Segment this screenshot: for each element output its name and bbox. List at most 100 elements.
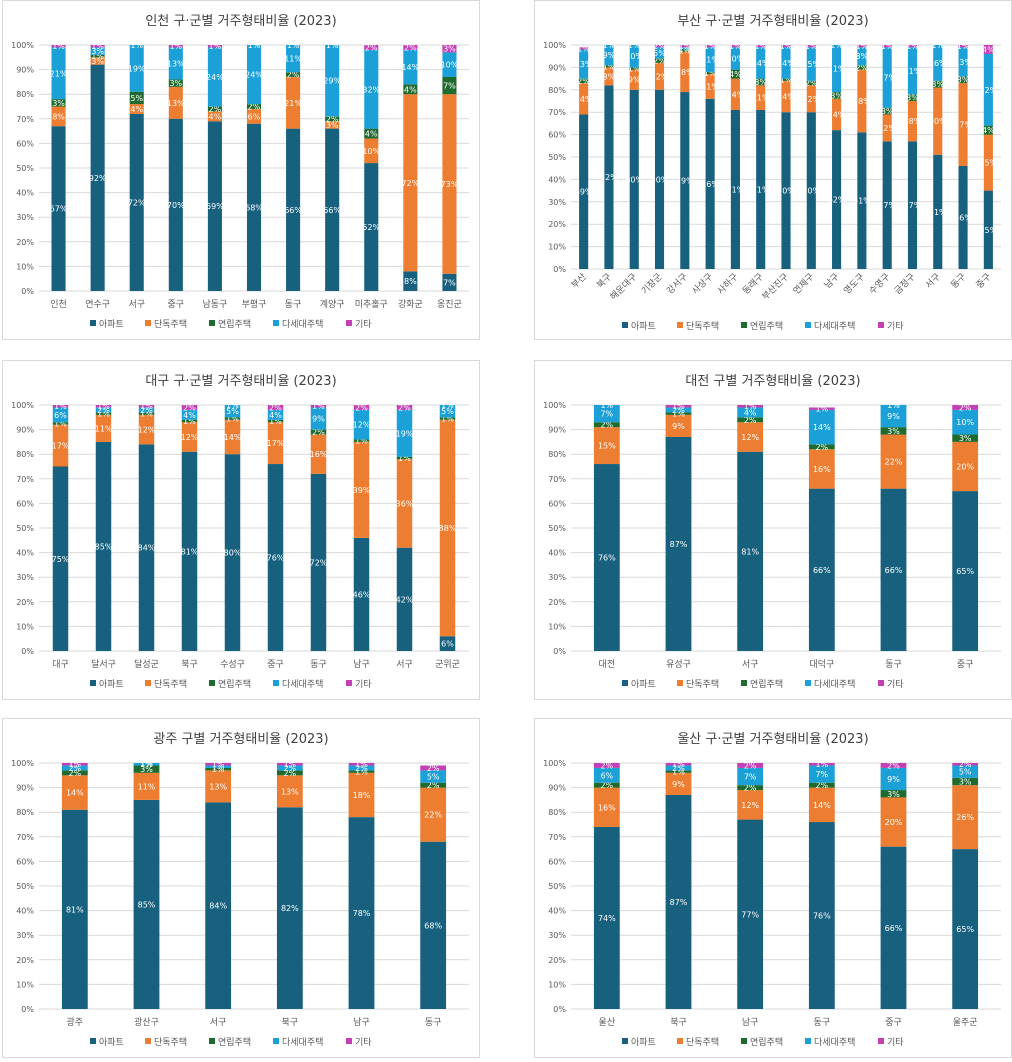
bar-segment (665, 770, 692, 773)
data-label: 14% (752, 59, 770, 68)
bar-segment (207, 45, 222, 48)
bar-segment (579, 47, 589, 50)
bar-segment (286, 128, 301, 291)
data-label: 18% (904, 117, 922, 126)
bar-segment (882, 141, 892, 269)
bar-segment (439, 636, 456, 651)
legend-label: 단독주택 (154, 679, 187, 690)
x-tick-label: 군위군 (435, 659, 460, 670)
x-tick-label: 사하구 (715, 271, 740, 296)
y-tick-label: 10% (16, 262, 34, 271)
data-label: 21% (828, 65, 846, 74)
bar-segment (310, 407, 327, 430)
x-tick-label: 서구 (128, 299, 145, 310)
x-tick-label: 남구 (742, 1017, 759, 1028)
bar-segment (880, 767, 907, 791)
x-tick-label: 해운대구 (608, 271, 639, 302)
data-label: 65% (956, 925, 974, 934)
data-label: 10% (441, 61, 459, 70)
chart-title: 울산 구·군별 거주형태비율 (2023) (677, 732, 868, 747)
data-label: 2% (312, 428, 325, 437)
data-label: 18% (676, 68, 694, 77)
data-label: 84% (138, 544, 156, 553)
y-tick-label: 40% (548, 549, 566, 558)
y-tick-label: 0% (21, 1005, 34, 1014)
x-tick-label: 서구 (923, 271, 942, 290)
data-label: 14% (401, 63, 419, 72)
x-tick-label: 서구 (210, 1017, 227, 1028)
legend-swatch (273, 320, 279, 326)
data-label: 1% (672, 402, 685, 411)
y-tick-label: 60% (548, 499, 566, 508)
legend-swatch (273, 1038, 279, 1044)
data-label: 9% (628, 76, 641, 85)
bar-segment (983, 190, 993, 269)
x-tick-label: 중구 (168, 299, 185, 310)
bar-segment (593, 782, 620, 788)
legend-swatch (145, 680, 151, 686)
legend-swatch (878, 680, 884, 686)
bar-segment (882, 45, 892, 48)
x-tick-label: 중구 (267, 659, 284, 670)
data-label: 1% (600, 401, 613, 410)
legend-label: 다세대주택 (282, 679, 323, 690)
data-label: 76% (701, 180, 719, 189)
y-tick-label: 0% (553, 647, 566, 656)
bar-segment (579, 114, 589, 269)
bar-segment (246, 45, 262, 105)
data-label: 1% (140, 759, 153, 768)
bar-segment (129, 45, 144, 92)
data-label: 12% (138, 426, 156, 435)
legend-swatch (741, 1038, 747, 1044)
chart-incheon: 인천 구·군별 거주형태비율 (2023) 0% 10% 20% 30% 40% 50% 60… (11, 14, 469, 330)
data-label: 1% (830, 41, 843, 50)
bar-segment (403, 271, 418, 291)
data-label: 2% (744, 761, 757, 770)
x-tick-label: 울산 (599, 1017, 616, 1028)
data-label: 32% (979, 86, 997, 95)
data-label: 2% (600, 781, 613, 790)
data-label: 7% (443, 82, 456, 91)
bar-segment (364, 138, 379, 164)
data-label: 25% (979, 159, 997, 168)
bar-segment (353, 537, 370, 651)
legend-label: 아파트 (99, 1037, 124, 1048)
chart-panel-busan: 부산 구·군별 거주형태비율 (2023) 0% 10% 20% 30% 40% 50% 60… (534, 0, 1012, 340)
y-tick-label: 60% (16, 857, 34, 866)
y-tick-label: 70% (16, 833, 34, 842)
y-tick-label: 20% (548, 220, 566, 229)
data-label: 2% (427, 764, 440, 773)
data-label: 2% (744, 416, 757, 425)
bar-segment (286, 72, 301, 77)
data-label: 12% (878, 124, 896, 133)
bar-segment (353, 439, 370, 442)
data-label: 14% (828, 110, 846, 119)
data-label: 72% (128, 198, 146, 207)
y-tick-label: 100% (543, 41, 566, 50)
bar-segment (310, 434, 327, 474)
data-label: 3% (881, 107, 894, 116)
legend-swatch (209, 1038, 215, 1044)
y-tick-label: 90% (548, 63, 566, 72)
data-label: 84% (209, 902, 227, 911)
x-tick-label: 중구 (957, 659, 974, 670)
x-tick-label: 사상구 (690, 271, 715, 296)
bar-segment (737, 767, 764, 786)
data-label: 1% (672, 410, 685, 419)
y-tick-label: 0% (21, 287, 34, 296)
y-tick-label: 20% (16, 238, 34, 247)
legend-label: 단독주택 (686, 679, 719, 690)
data-label: 15% (598, 442, 616, 451)
bar-segment (90, 57, 105, 65)
bar-segment (781, 47, 791, 79)
data-label: 16% (310, 450, 328, 459)
legend-label: 연립주택 (750, 1037, 783, 1048)
bar-segment (52, 466, 69, 651)
data-label: 7% (443, 278, 456, 287)
bar-segment (933, 45, 943, 81)
legend-swatch (209, 320, 215, 326)
data-label: 5% (427, 773, 440, 782)
data-label: 7% (600, 410, 613, 419)
data-label: 1% (398, 454, 411, 463)
data-label: 10% (625, 52, 643, 61)
